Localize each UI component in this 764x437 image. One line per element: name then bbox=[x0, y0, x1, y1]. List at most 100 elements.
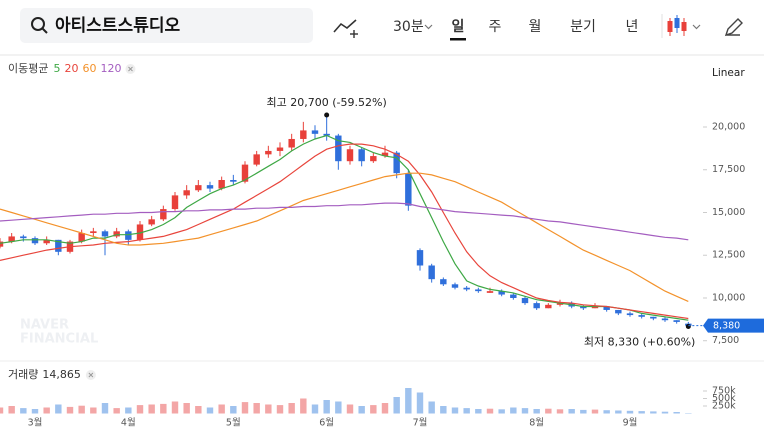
interval-tabs: 30분 일 주 월 분기 년 bbox=[393, 19, 638, 41]
volume-bar bbox=[417, 393, 423, 414]
moving-average-line bbox=[0, 136, 688, 321]
y-tick-label: 12,500 bbox=[712, 250, 745, 261]
candle-body bbox=[638, 315, 644, 317]
candle-body bbox=[370, 156, 376, 161]
volume-bar bbox=[195, 406, 201, 414]
candle-body bbox=[230, 180, 236, 182]
draw-tool-icon[interactable] bbox=[726, 19, 742, 35]
last-price-label: 8,380 bbox=[713, 321, 740, 332]
watermark: FINANCIAL bbox=[20, 332, 98, 347]
candle-body bbox=[452, 284, 458, 287]
volume-bar bbox=[137, 405, 143, 413]
scale-mode[interactable]: Linear bbox=[712, 67, 745, 79]
toolbar: 아티스트스튜디오 30분 일 주 월 분기 년 bbox=[0, 8, 764, 55]
volume-bar bbox=[650, 411, 656, 413]
x-tick-label: 6월 bbox=[319, 417, 334, 429]
volume-bar bbox=[662, 412, 668, 414]
interval-tab[interactable]: 년 bbox=[626, 19, 639, 35]
volume-bar bbox=[78, 406, 84, 414]
volume-bar bbox=[242, 402, 248, 413]
candle-body bbox=[195, 185, 201, 190]
candle-body bbox=[265, 151, 271, 154]
candle-body bbox=[218, 180, 224, 189]
ma-legend-item: 5 bbox=[53, 62, 60, 75]
interval-tab[interactable]: 일 bbox=[452, 19, 465, 35]
volume-bar bbox=[393, 397, 399, 414]
x-tick-label: 3월 bbox=[28, 417, 43, 429]
chart-type-chevron bbox=[693, 25, 700, 29]
chart-type-icon[interactable] bbox=[668, 15, 687, 36]
candle-body bbox=[347, 149, 353, 161]
x-tick-label: 9월 bbox=[623, 417, 638, 429]
volume-bar bbox=[335, 402, 341, 414]
candle-body bbox=[207, 185, 213, 188]
volume-bar bbox=[440, 406, 446, 414]
interval-tab[interactable]: 월 bbox=[529, 19, 542, 35]
volume-bar bbox=[627, 411, 633, 414]
candle-body bbox=[277, 148, 283, 151]
candle-body bbox=[673, 320, 679, 322]
interval-tab[interactable]: 30분 bbox=[393, 19, 424, 35]
interval-chevron bbox=[425, 25, 432, 29]
volume-bar bbox=[207, 408, 213, 414]
interval-tab[interactable]: 분기 bbox=[570, 19, 596, 35]
candle-body bbox=[545, 305, 551, 308]
candle-body bbox=[148, 219, 154, 224]
candle-body bbox=[627, 313, 633, 315]
volume-last: 14,865 bbox=[42, 368, 81, 381]
volume-bar bbox=[8, 406, 14, 414]
volume-bar bbox=[160, 404, 166, 414]
ma-legend-item: 20 bbox=[64, 62, 78, 75]
selected-underline bbox=[450, 38, 466, 41]
candle-body bbox=[533, 303, 539, 308]
volume-bar bbox=[230, 406, 236, 414]
volume-bar bbox=[533, 409, 539, 414]
candle-body bbox=[160, 209, 166, 219]
candle-body bbox=[463, 288, 469, 290]
volume-bar bbox=[452, 408, 458, 414]
volume-bar bbox=[557, 409, 563, 413]
volume-bar bbox=[277, 405, 283, 413]
y-tick-label: 17,500 bbox=[712, 164, 745, 175]
candle-body bbox=[487, 291, 493, 293]
candle-body bbox=[417, 250, 423, 265]
volume-bar bbox=[43, 408, 49, 414]
watermark: NAVER bbox=[20, 318, 69, 333]
moving-average-line bbox=[0, 173, 688, 301]
volume-bar bbox=[323, 400, 329, 414]
candle-body bbox=[20, 236, 26, 238]
volume-bar bbox=[113, 408, 119, 413]
candle-body bbox=[405, 173, 411, 205]
volume-bar bbox=[370, 405, 376, 413]
y-tick-label: 10,000 bbox=[712, 292, 745, 303]
candle-body bbox=[78, 233, 84, 242]
search-text: 아티스트스튜디오 bbox=[55, 16, 180, 36]
volume-bar bbox=[0, 408, 3, 414]
interval-tab[interactable]: 주 bbox=[489, 19, 502, 35]
volume-bar bbox=[428, 402, 434, 414]
volume-bar bbox=[55, 405, 61, 414]
ma-title: 이동평균 bbox=[8, 62, 48, 75]
volume-bar bbox=[580, 410, 586, 414]
volume-bar bbox=[545, 409, 551, 414]
candle-body bbox=[440, 279, 446, 284]
ma-legend-item: 120 bbox=[100, 62, 121, 75]
volume-bar bbox=[218, 405, 224, 414]
volume-bar bbox=[498, 409, 504, 413]
candle-body bbox=[475, 289, 481, 291]
candle-body bbox=[90, 231, 96, 233]
candle-body bbox=[662, 319, 668, 321]
volume-bar bbox=[148, 405, 154, 414]
volume-bar bbox=[510, 408, 516, 414]
volume-bar bbox=[312, 405, 318, 414]
volume-bar bbox=[463, 408, 469, 413]
volume-bar bbox=[32, 409, 38, 414]
candle-body bbox=[253, 154, 259, 164]
volume-bar bbox=[475, 409, 481, 414]
annotation-label: 최고 20,700 (-59.52%) bbox=[267, 96, 387, 109]
candle-body bbox=[125, 231, 131, 240]
compare-icon[interactable] bbox=[334, 20, 356, 32]
candle-body bbox=[288, 139, 294, 148]
